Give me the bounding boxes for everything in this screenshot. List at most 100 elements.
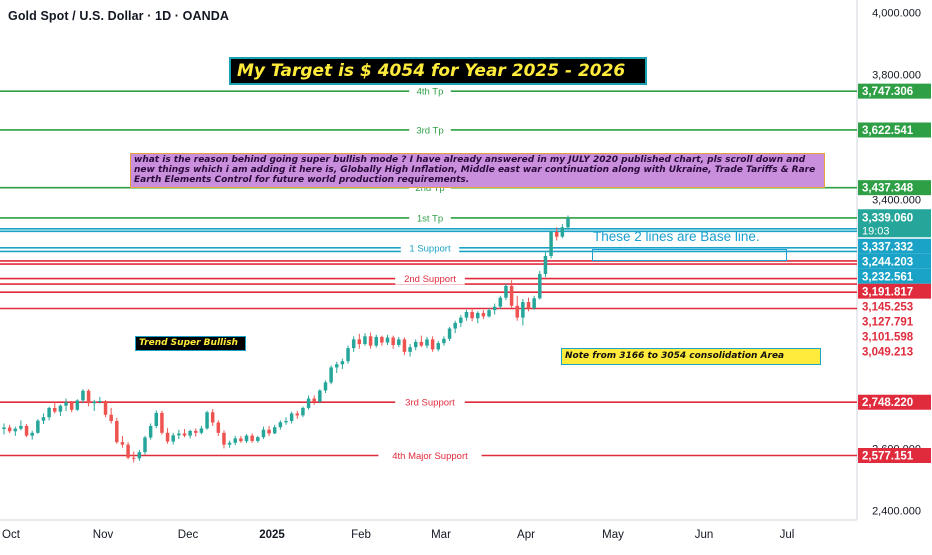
level-label: 4th Major Support xyxy=(392,451,468,462)
level-label-bg xyxy=(395,396,465,409)
price-tag xyxy=(858,313,931,329)
price-tag xyxy=(858,328,931,344)
candle-body xyxy=(312,398,316,402)
consolidation-note-box: Note from 3166 to 3054 consolidation Are… xyxy=(561,348,821,365)
price-tag-label: 3,191.817 xyxy=(862,286,913,298)
candle-body xyxy=(318,390,322,402)
price-tag xyxy=(858,83,931,99)
price-tag xyxy=(858,283,931,299)
level-label: 3rd Tp xyxy=(416,125,443,136)
candle-body xyxy=(397,339,401,346)
candle-body xyxy=(41,417,46,421)
candle-body xyxy=(165,432,170,442)
candle-body xyxy=(470,312,474,319)
x-tick-label: Apr xyxy=(517,529,535,541)
price-tag-label: 3,244.203 xyxy=(862,256,913,268)
current-price-tag xyxy=(858,209,931,238)
price-tag xyxy=(858,394,931,410)
candle-body xyxy=(323,382,328,391)
candle-body xyxy=(295,413,300,416)
candle-body xyxy=(481,312,486,317)
base-line-note: These 2 lines are Base line. xyxy=(593,229,760,244)
candle-body xyxy=(120,442,125,445)
candle-body xyxy=(554,231,559,237)
price-tag-label: 3,049.213 xyxy=(862,346,913,358)
candle-body xyxy=(81,390,85,401)
level-label: 4th Tp xyxy=(417,87,444,98)
price-tag xyxy=(858,238,931,254)
candle-body xyxy=(368,336,373,346)
candle-body xyxy=(413,341,418,348)
level-label-bg xyxy=(409,211,451,224)
symbol-title: Gold Spot / U.S. Dollar · 1D · OANDA xyxy=(8,9,229,23)
candle-body xyxy=(538,274,542,299)
candle-body xyxy=(216,422,221,433)
candle-body xyxy=(244,435,249,442)
candle-body xyxy=(233,438,237,443)
candle-body xyxy=(2,427,6,430)
level-label-bg xyxy=(409,85,451,98)
x-tick-label: Mar xyxy=(431,529,451,541)
candle-body xyxy=(408,347,412,352)
candle-body xyxy=(301,407,305,416)
price-tag xyxy=(858,298,931,314)
candle-body xyxy=(160,412,164,433)
candle-body xyxy=(199,428,204,433)
price-tag-label: 3,127.791 xyxy=(862,316,914,328)
candle-body xyxy=(504,285,508,298)
candle-body xyxy=(143,437,147,453)
candle-body xyxy=(453,322,457,329)
candle-body xyxy=(267,429,271,434)
candle-body xyxy=(250,435,254,441)
x-tick-label: May xyxy=(602,529,624,541)
price-tag-label: 3,145.253 xyxy=(862,301,913,313)
candle-body xyxy=(53,407,57,412)
candle-body xyxy=(194,430,198,433)
candle-body xyxy=(64,402,68,406)
candle-body xyxy=(182,433,187,436)
candle-body xyxy=(86,390,91,404)
candle-body xyxy=(498,297,503,307)
candle-body xyxy=(492,306,497,311)
level-label-bg xyxy=(409,123,451,136)
candle-body xyxy=(306,398,311,408)
candle-body xyxy=(69,402,74,410)
price-tag-label: 2,577.151 xyxy=(862,450,914,462)
candle-body xyxy=(222,432,226,445)
candle-body xyxy=(487,310,491,317)
candle-body xyxy=(30,432,34,436)
candle-body xyxy=(476,312,480,319)
candle-body xyxy=(425,339,429,346)
price-tag-label: 3,101.598 xyxy=(862,331,914,343)
candle-body xyxy=(526,302,531,309)
candle-body xyxy=(385,337,390,343)
price-tag xyxy=(858,447,931,463)
x-tick-label: Nov xyxy=(93,529,114,541)
y-tick-label: 4,000.000 xyxy=(872,7,921,19)
x-tick-label: Dec xyxy=(178,529,199,541)
candle-body xyxy=(148,425,153,438)
candle-body xyxy=(515,305,519,318)
level-label-bg xyxy=(395,272,465,285)
candle-body xyxy=(92,401,96,404)
candle-body xyxy=(549,231,553,256)
candle-body xyxy=(447,328,452,339)
candle-body xyxy=(459,317,463,323)
candle-body xyxy=(24,425,29,436)
candle-body xyxy=(566,218,570,228)
candle-body xyxy=(402,339,407,352)
candle-body xyxy=(278,422,283,428)
price-tag xyxy=(858,122,931,138)
candle-body xyxy=(272,427,277,434)
candle-body xyxy=(442,338,446,344)
candle-body xyxy=(509,285,514,306)
candle-body xyxy=(103,401,108,415)
candle-body xyxy=(430,339,435,350)
candle-body xyxy=(357,339,362,345)
y-tick-label: 3,400.000 xyxy=(872,194,921,206)
candle-body xyxy=(436,343,441,350)
candle-body xyxy=(75,400,80,410)
candle-body xyxy=(98,401,102,403)
